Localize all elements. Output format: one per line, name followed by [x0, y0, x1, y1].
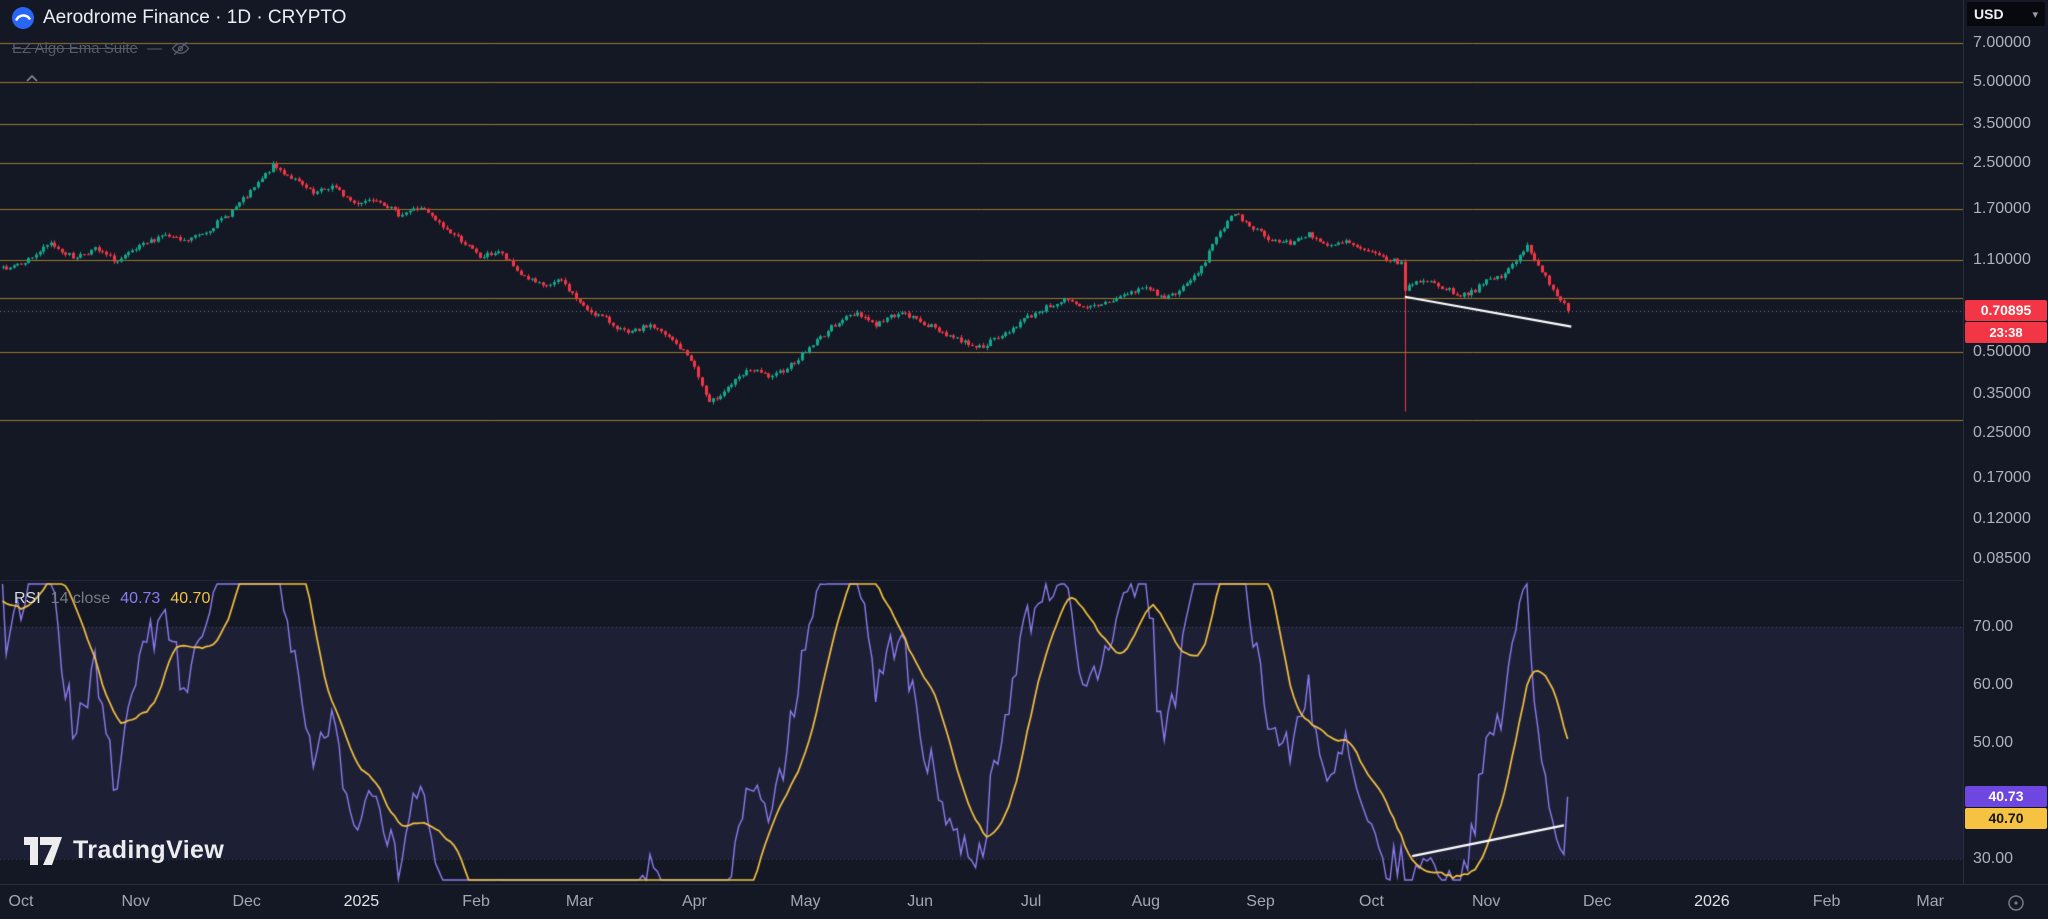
rsi-axis-label: 70.00: [1973, 618, 2014, 635]
time-axis-label: May: [790, 893, 821, 910]
collapse-pane-icon[interactable]: [23, 72, 41, 84]
rsi-legend[interactable]: RSI 14 close 40.73 40.70: [14, 590, 210, 608]
price-axis-label: 2.50000: [1973, 154, 2031, 172]
pane-divider[interactable]: [0, 580, 1963, 581]
time-axis-label: Jul: [1020, 893, 1042, 910]
rsi-axis-label: 50.00: [1973, 734, 2014, 751]
time-axis-label: Aug: [1131, 893, 1161, 910]
time-axis-label: 2026: [1694, 893, 1730, 910]
time-axis-settings-icon[interactable]: [2006, 893, 2026, 913]
tradingview-watermark: TradingView: [24, 836, 224, 865]
price-axis-label: 0.17000: [1973, 468, 2031, 486]
rsi-ma-value: 40.70: [170, 590, 211, 607]
rsi-value-badge: 40.73: [1965, 786, 2047, 807]
indicator-dash: —: [146, 40, 162, 57]
rsi-title: RSI: [14, 590, 41, 607]
tradingview-watermark-text: TradingView: [73, 836, 225, 864]
price-axis-label: 7.00000: [1973, 34, 2031, 51]
price-axis-label: 1.70000: [1973, 199, 2031, 217]
symbol-legend[interactable]: Aerodrome Finance · 1D · CRYPTO: [12, 7, 346, 29]
time-axis-label: Jun: [907, 893, 933, 910]
rsi-pane-canvas[interactable]: [0, 580, 1963, 884]
time-axis-label: Mar: [1916, 893, 1944, 910]
time-axis-label: 2025: [343, 893, 380, 910]
indicator-name: EZ Algo Ema Suite: [12, 40, 138, 57]
time-axis-label: Nov: [1471, 893, 1501, 910]
price-pane-canvas[interactable]: [0, 0, 1963, 580]
time-axis-label: Apr: [681, 893, 707, 910]
time-axis[interactable]: Oct Nov Dec 2025 Feb Mar Apr May Jun Jul Aug Sep Oct…: [0, 884, 2048, 919]
eye-off-icon[interactable]: [171, 39, 190, 58]
aerodrome-logo-icon: [12, 7, 34, 29]
rsi-params: 14 close: [50, 590, 111, 607]
price-axis-label: 1.10000: [1973, 250, 2031, 268]
caret-down-icon: ▾: [2032, 8, 2038, 21]
symbol-title: Aerodrome Finance · 1D · CRYPTO: [43, 7, 347, 28]
price-axis-label: 0.08500: [1973, 550, 2031, 568]
price-axis-label: 5.00000: [1973, 73, 2031, 91]
rsi-value: 40.73: [120, 590, 161, 607]
current-price-badge: 0.70895: [1965, 300, 2047, 321]
time-axis-label: Sep: [1246, 893, 1275, 910]
time-axis-label: Dec: [232, 893, 261, 910]
countdown-badge: 23:38: [1965, 322, 2047, 343]
time-axis-label: Oct: [1359, 893, 1384, 910]
time-axis-label: Dec: [1582, 893, 1612, 910]
price-axis-label: 3.50000: [1973, 115, 2031, 133]
tradingview-logo-icon: [24, 836, 62, 865]
rsi-axis-label: 30.00: [1973, 850, 2014, 867]
time-axis-label: Feb: [462, 893, 490, 910]
price-axis-label: 0.35000: [1973, 384, 2031, 402]
price-axis-label: 0.12000: [1973, 509, 2031, 527]
currency-selector[interactable]: USD ▾: [1967, 2, 2045, 26]
time-axis-label: Nov: [121, 893, 150, 910]
price-axis-label: 0.25000: [1973, 423, 2031, 441]
price-axis-label: 0.50000: [1973, 342, 2031, 360]
indicator-legend[interactable]: EZ Algo Ema Suite —: [12, 39, 190, 58]
rsi-ma-badge: 40.70: [1965, 808, 2047, 829]
time-axis-label: Feb: [1812, 893, 1841, 910]
currency-label: USD: [1974, 6, 2004, 22]
price-axis[interactable]: USD ▾ 7.00000 5.00000 3.50000 2.50000 1.7000…: [1963, 0, 2048, 919]
time-axis-label: Mar: [565, 893, 594, 910]
rsi-axis-label: 60.00: [1973, 676, 2014, 693]
time-axis-label: Oct: [8, 893, 34, 910]
